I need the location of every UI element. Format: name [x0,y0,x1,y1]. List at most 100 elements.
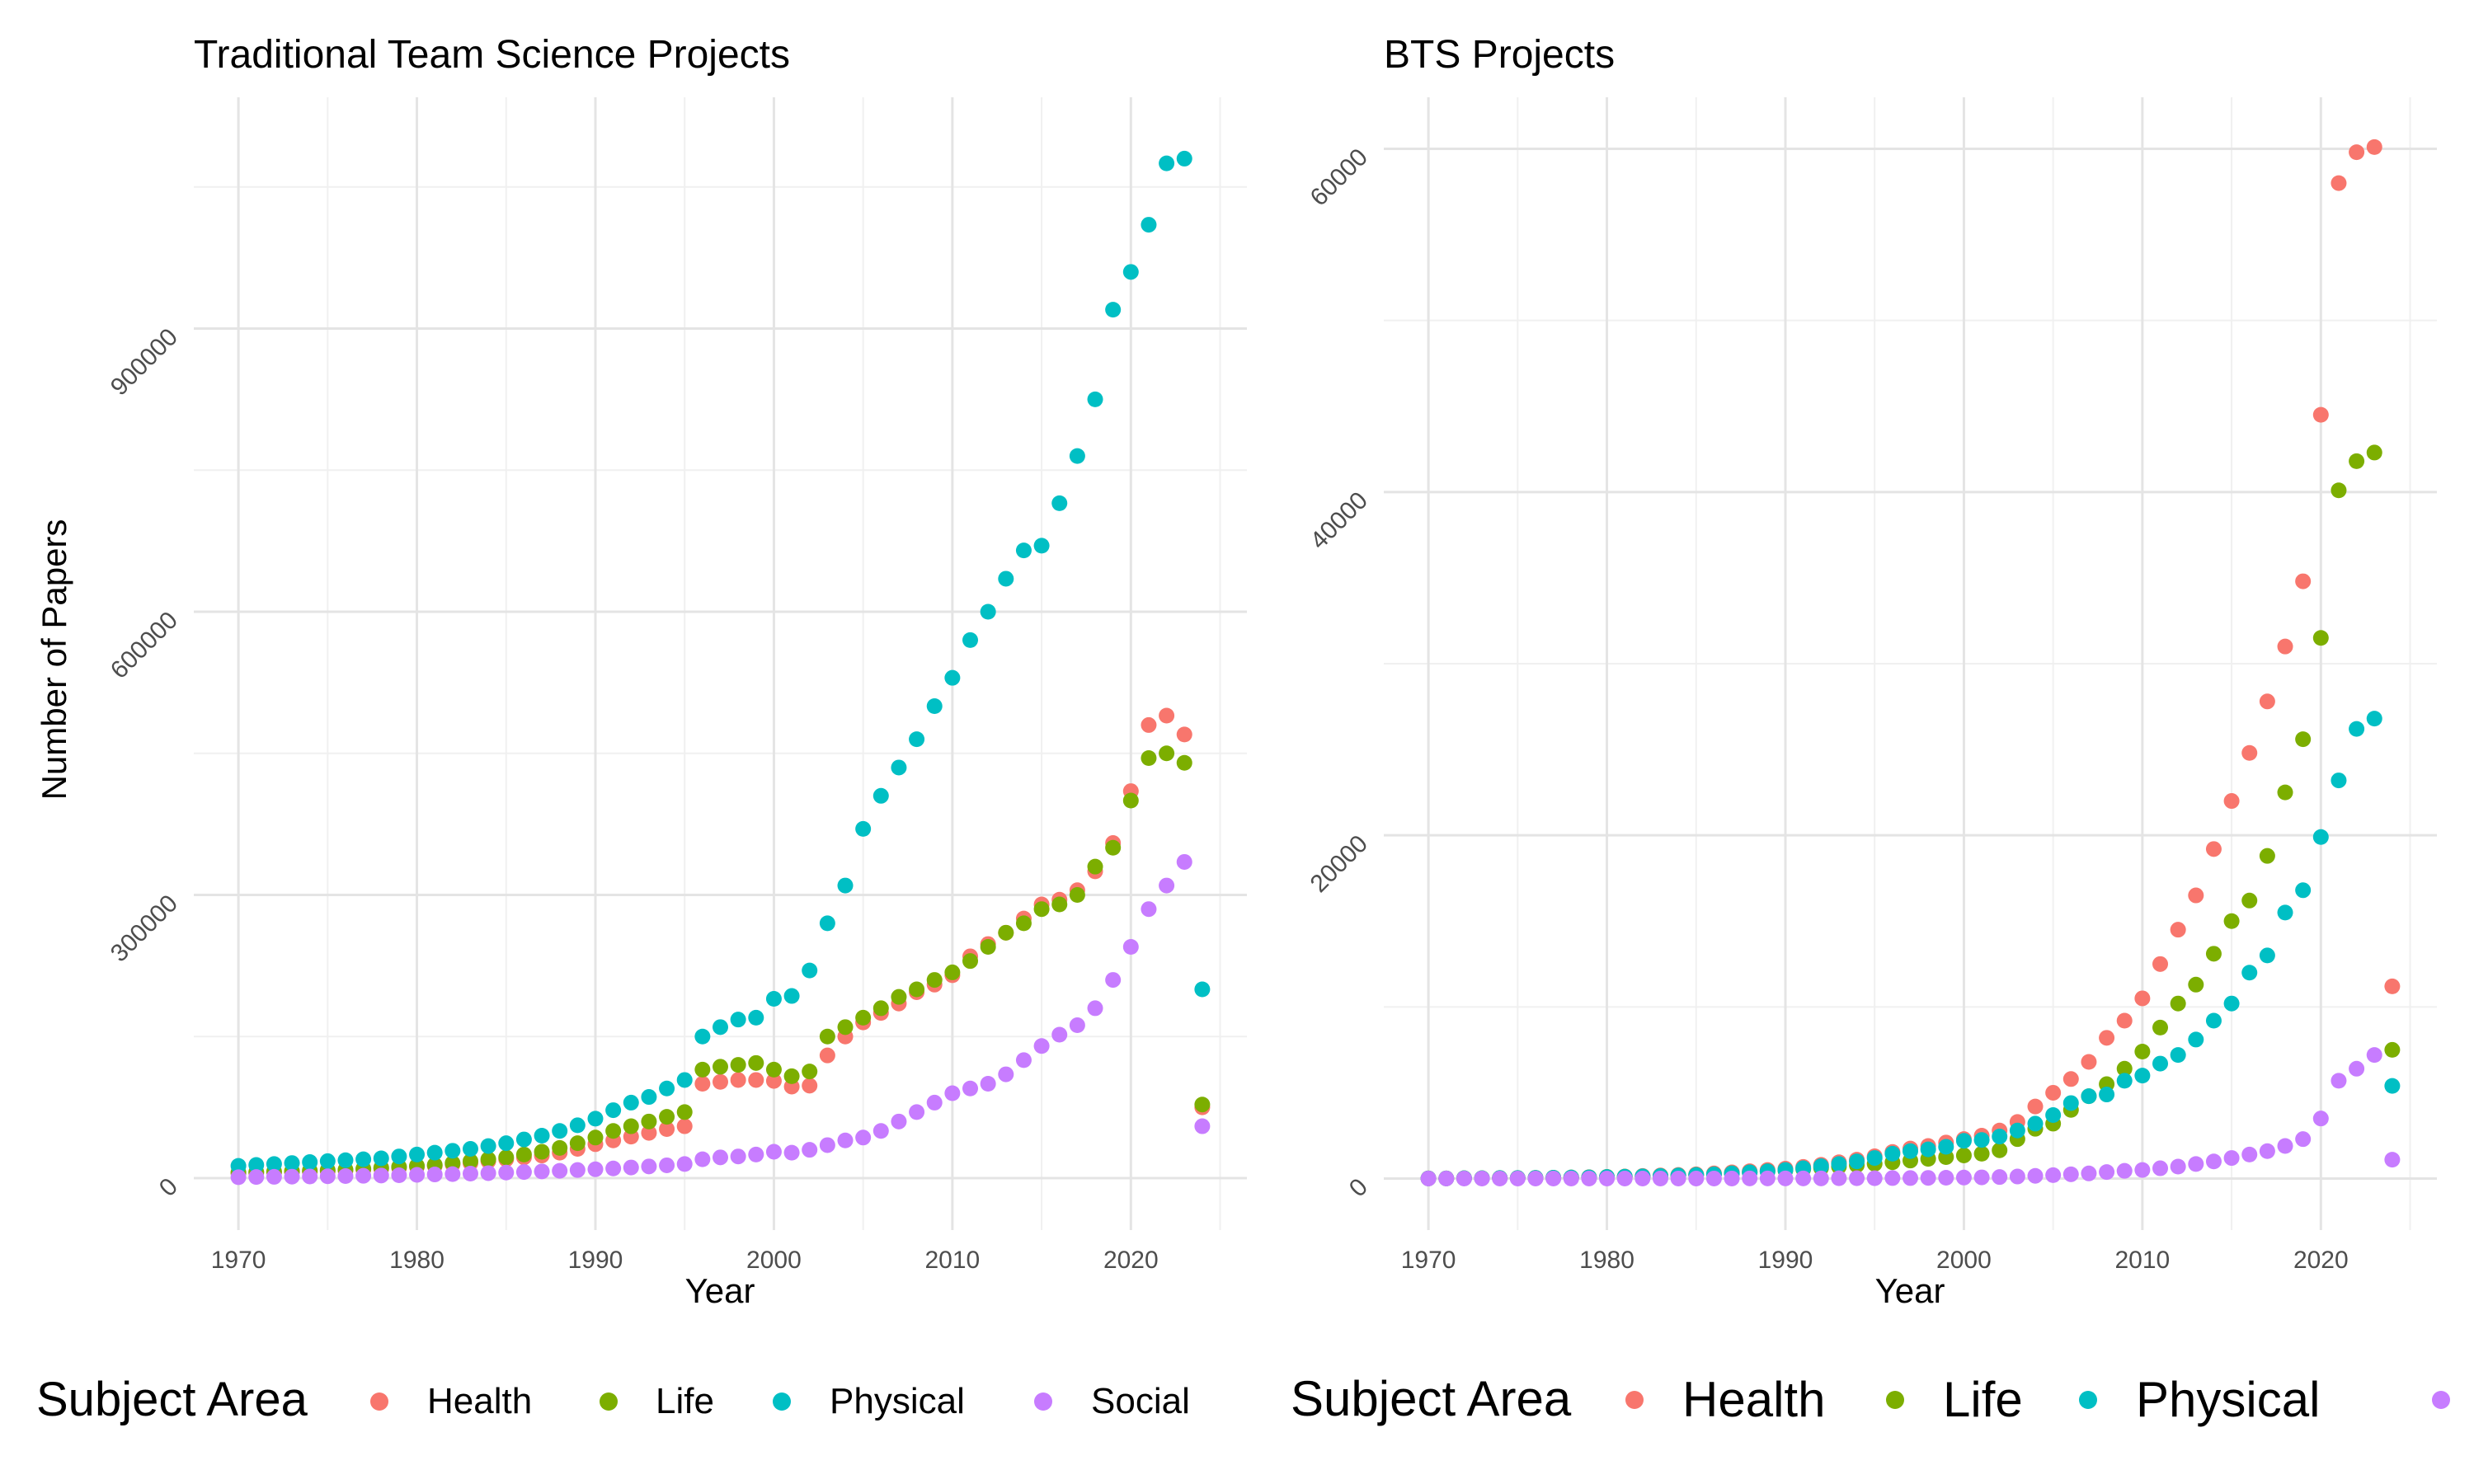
point-social [587,1161,604,1177]
x-tick-labels: 1970 1980 1990 2000 2010 2020 [211,1247,1159,1274]
point-life [783,1068,800,1084]
legend-key-health [1625,1391,1644,1409]
point-life [2312,630,2329,646]
point-life [2116,1060,2133,1077]
point-social [1069,1017,1085,1034]
point-physical [2223,995,2240,1012]
point-life [1122,792,1139,809]
legend-key-life [600,1392,618,1411]
point-physical [1122,264,1139,280]
point-physical [266,1156,282,1172]
legend-key-social [2432,1391,2450,1409]
legend-label-health: Health [1682,1372,1825,1427]
point-health [2205,841,2222,857]
point-health [765,1073,782,1089]
x-tick-label: 1980 [389,1247,444,1274]
point-physical [2099,1087,2115,1103]
point-physical [2349,721,2365,737]
point-social [1705,1170,1722,1186]
point-social [1105,972,1122,989]
point-physical [1866,1150,1883,1167]
point-social [1141,901,1157,918]
point-life [2152,1019,2169,1036]
point-health [2045,1084,2062,1101]
legend-label-life: Life [1943,1372,2023,1427]
point-social [2259,1143,2275,1159]
point-physical [944,669,961,686]
point-social [837,1132,854,1148]
point-social [1122,939,1139,955]
legend-key-physical [773,1392,791,1411]
point-physical [2170,1047,2186,1064]
x-tick-label: 1970 [211,1247,266,1274]
point-health [2152,956,2169,972]
point-health [676,1118,693,1134]
point-social [444,1166,461,1182]
point-social [1194,1118,1211,1134]
point-physical [1194,981,1211,998]
point-physical [641,1089,657,1106]
point-social [2349,1060,2365,1077]
point-social [909,1104,925,1120]
point-physical [1051,495,1068,511]
point-life [909,981,925,998]
point-life [980,939,996,955]
point-physical [2241,965,2258,981]
point-social [2027,1167,2044,1184]
point-life [1069,887,1085,904]
point-life [1105,839,1122,856]
point-physical [498,1135,515,1152]
point-physical [837,877,854,894]
point-physical [1884,1145,1901,1162]
point-health [2081,1054,2097,1070]
point-social [944,1085,961,1101]
point-physical [1176,150,1192,167]
point-social [480,1165,496,1181]
point-physical [552,1123,568,1139]
point-life [713,1059,728,1075]
point-life [1973,1145,1990,1162]
point-social [819,1137,835,1153]
point-health [802,1078,818,1094]
point-social [462,1166,478,1182]
point-physical [2331,773,2347,789]
point-life [2170,995,2186,1012]
point-physical [2188,1031,2204,1048]
point-social [1955,1169,1972,1186]
point-health [1176,726,1192,743]
point-life [962,953,979,970]
point-life [1194,1097,1211,1113]
point-physical [1087,391,1103,407]
point-health [748,1072,764,1088]
point-social [2331,1073,2347,1089]
point-social [2045,1167,2062,1183]
point-social [980,1076,996,1092]
legend-item-life: Life [1886,1372,2023,1427]
point-physical [962,632,979,648]
point-physical [2081,1088,2097,1105]
point-social [426,1167,443,1183]
point-physical [2384,1078,2401,1094]
point-social [1087,1000,1103,1017]
legend-traditional: Subject Area Health Life Physical Social [36,1373,1190,1426]
point-life [998,924,1014,941]
point-social [765,1144,782,1160]
point-social [1438,1170,1455,1186]
point-social [2009,1168,2025,1185]
point-health [641,1125,657,1141]
point-life [587,1129,604,1146]
point-life [2134,1043,2151,1059]
point-social [498,1164,515,1181]
legend-item-social: Social [2432,1391,2450,1409]
point-life [462,1153,478,1169]
point-physical [1069,448,1085,464]
point-physical [2205,1012,2222,1029]
point-physical [569,1117,586,1134]
point-social [1652,1170,1668,1186]
x-axis-label: Year [685,1271,755,1310]
point-social [2205,1153,2222,1170]
x-axis-label: Year [1875,1271,1945,1310]
point-life [2223,913,2240,929]
